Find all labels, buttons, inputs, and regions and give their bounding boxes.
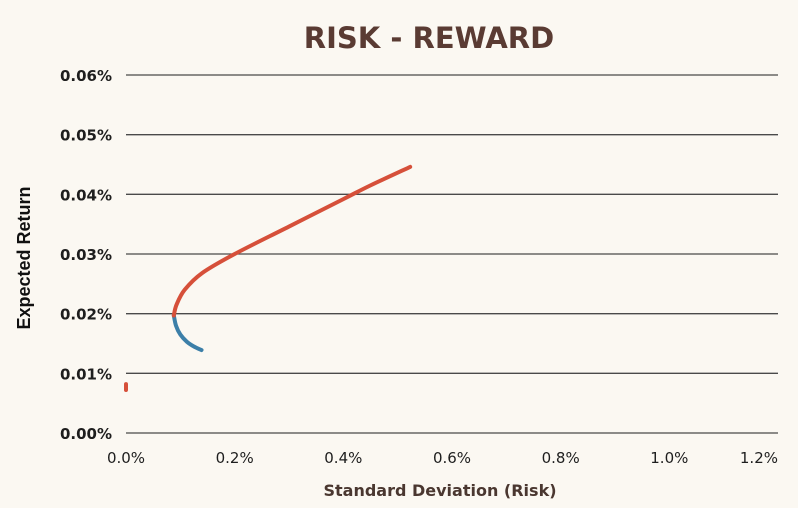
x-tick-label: 0.6% [433, 449, 471, 467]
y-tick-label: 0.04% [60, 186, 112, 204]
x-tick-label: 1.0% [650, 449, 688, 467]
y-tick-label: 0.03% [60, 246, 112, 264]
series-line-1 [171, 164, 413, 318]
y-tick-label: 0.00% [60, 425, 112, 443]
y-axis-label: Expected Return [14, 186, 34, 329]
series-lines [124, 164, 413, 393]
x-tick-label: 0.2% [216, 449, 254, 467]
x-axis-ticks: 0.0% 0.2% 0.4% 0.6% 0.8% 1.0% 1.2% [107, 449, 778, 467]
x-tick-label: 1.2% [740, 449, 778, 467]
x-axis-label: Standard Deviation (Risk) [323, 481, 556, 500]
y-tick-label: 0.01% [60, 365, 112, 383]
chart-title: RISK - REWARD [304, 21, 554, 55]
series-line-0 [171, 313, 204, 353]
y-tick-label: 0.02% [60, 306, 112, 324]
y-tick-label: 0.05% [60, 127, 112, 145]
y-tick-label: 0.06% [60, 67, 112, 85]
x-tick-label: 0.4% [324, 449, 362, 467]
x-tick-label: 0.8% [542, 449, 580, 467]
y-axis-ticks: 0.00% 0.01% 0.02% 0.03% 0.04% 0.05% 0.06% [60, 67, 112, 443]
x-tick-label: 0.0% [107, 449, 145, 467]
